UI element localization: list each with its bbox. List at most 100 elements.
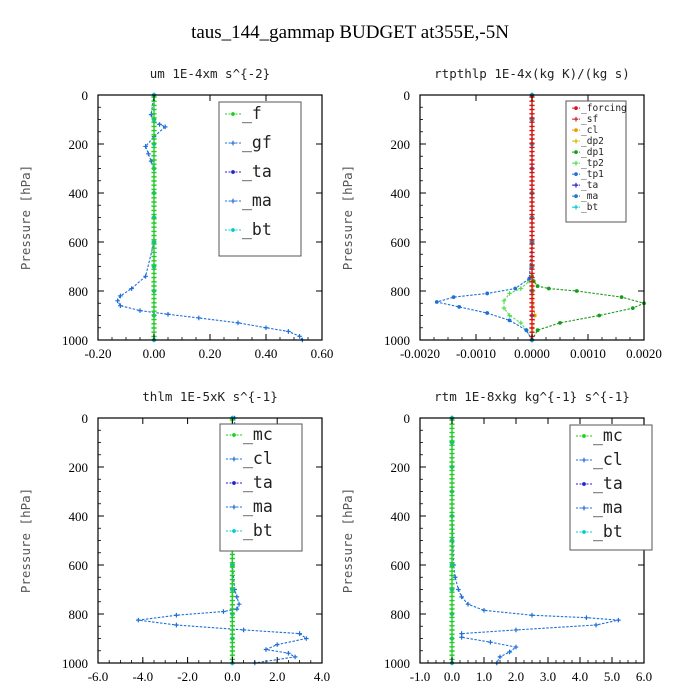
x-tick-label: 0.0 [224, 669, 240, 684]
legend-item-cl: _cl [226, 449, 273, 468]
legend-marker [582, 530, 586, 534]
y-tick-label: 200 [69, 137, 89, 152]
data-point [143, 274, 148, 279]
x-tick-label: 0.20 [199, 346, 222, 361]
legend-label: _ma [581, 191, 598, 202]
y-tick-label: 200 [391, 137, 411, 152]
y-tick-label: 200 [391, 460, 411, 475]
data-point [513, 627, 519, 633]
legend-label: _gf [242, 133, 272, 152]
data-point [115, 298, 120, 304]
x-tick-label: 0.60 [311, 346, 334, 361]
y-tick-label: 400 [391, 186, 411, 201]
data-point [174, 612, 179, 618]
data-point [221, 609, 226, 614]
legend-marker [573, 160, 579, 166]
data-point [229, 653, 235, 658]
zero-series-markers [151, 95, 157, 339]
data-point [529, 258, 535, 263]
x-tick-label: -0.0020 [400, 346, 440, 361]
data-point [449, 539, 455, 544]
data-point [236, 601, 242, 607]
y-tick-label: 800 [69, 284, 89, 299]
data-point [151, 275, 157, 280]
x-tick-label: 3.0 [540, 669, 556, 684]
data-point [151, 317, 157, 322]
data-point [151, 300, 157, 305]
data-point [151, 279, 157, 284]
data-point [151, 116, 157, 120]
data-point [151, 271, 157, 276]
data-point [151, 120, 157, 125]
data-point [449, 594, 455, 599]
x-tick-label: -1.0 [410, 669, 431, 684]
data-point [529, 149, 535, 154]
data-point [529, 305, 535, 309]
data-point [151, 195, 157, 200]
panel-1: um 1E-4xm s^{-2} Pressure [hPa] -0.20 0.00 0… [18, 66, 333, 361]
data-point [151, 313, 157, 318]
panel-title: um 1E-4xm s^{-2} [150, 66, 270, 81]
data-point [574, 289, 579, 293]
y-tick-label: 0 [404, 411, 411, 426]
legend-label: _dp1 [581, 147, 604, 158]
data-point [151, 141, 157, 146]
data-point [151, 103, 157, 108]
data-point [151, 250, 157, 255]
legend-item-ta: _ta [225, 162, 272, 181]
y-tick-label: 800 [69, 607, 89, 622]
data-point [151, 107, 157, 112]
data-point [229, 581, 235, 586]
data-point [529, 116, 535, 120]
legend-label: _dp2 [581, 136, 604, 147]
x-tick-label: 2.0 [269, 669, 285, 684]
x-tick-label: 0.00 [143, 346, 166, 361]
data-point [529, 233, 535, 238]
data-point [449, 598, 455, 603]
data-point [529, 191, 535, 196]
data-point [529, 225, 535, 230]
x-tick-label: 0.0020 [626, 346, 662, 361]
data-point [449, 426, 455, 431]
data-point [449, 590, 455, 595]
legend-marker [582, 434, 586, 438]
data-point [229, 623, 235, 628]
data-point [449, 430, 455, 435]
data-point [451, 295, 456, 300]
data-point [229, 640, 235, 645]
x-tick-label: 0.0 [444, 669, 460, 684]
data-point [449, 434, 455, 439]
data-point [151, 158, 157, 162]
legend-label: _ta [242, 162, 272, 181]
data-point [546, 286, 551, 291]
data-point [524, 328, 529, 333]
data-point [151, 258, 157, 263]
legend: _mc _cl _ta _ma _bt [569, 424, 653, 551]
data-point [529, 317, 535, 322]
x-tick-label: 6.0 [636, 669, 652, 684]
data-point [529, 275, 535, 280]
legend-label: _ma [242, 191, 272, 210]
data-point [263, 647, 269, 652]
data-point [229, 644, 235, 649]
data-point [151, 237, 157, 242]
data-point [449, 510, 455, 515]
data-point [449, 623, 455, 628]
data-point [449, 439, 455, 443]
legend-label: _forcing [581, 103, 627, 114]
legend-label: _mc [243, 425, 273, 444]
data-point [286, 329, 291, 334]
data-point [151, 149, 157, 154]
legend-box [569, 424, 653, 551]
data-point [529, 300, 535, 305]
data-point [449, 447, 455, 452]
data-point [449, 527, 455, 532]
series-line [116, 94, 303, 341]
data-point [529, 174, 535, 179]
data-point [148, 112, 154, 117]
panel-title: rtm 1E-8xkg kg^{-1} s^{-1} [434, 389, 630, 404]
data-point [449, 451, 455, 456]
data-point [146, 151, 151, 157]
data-point [529, 250, 535, 255]
data-point [630, 306, 635, 311]
